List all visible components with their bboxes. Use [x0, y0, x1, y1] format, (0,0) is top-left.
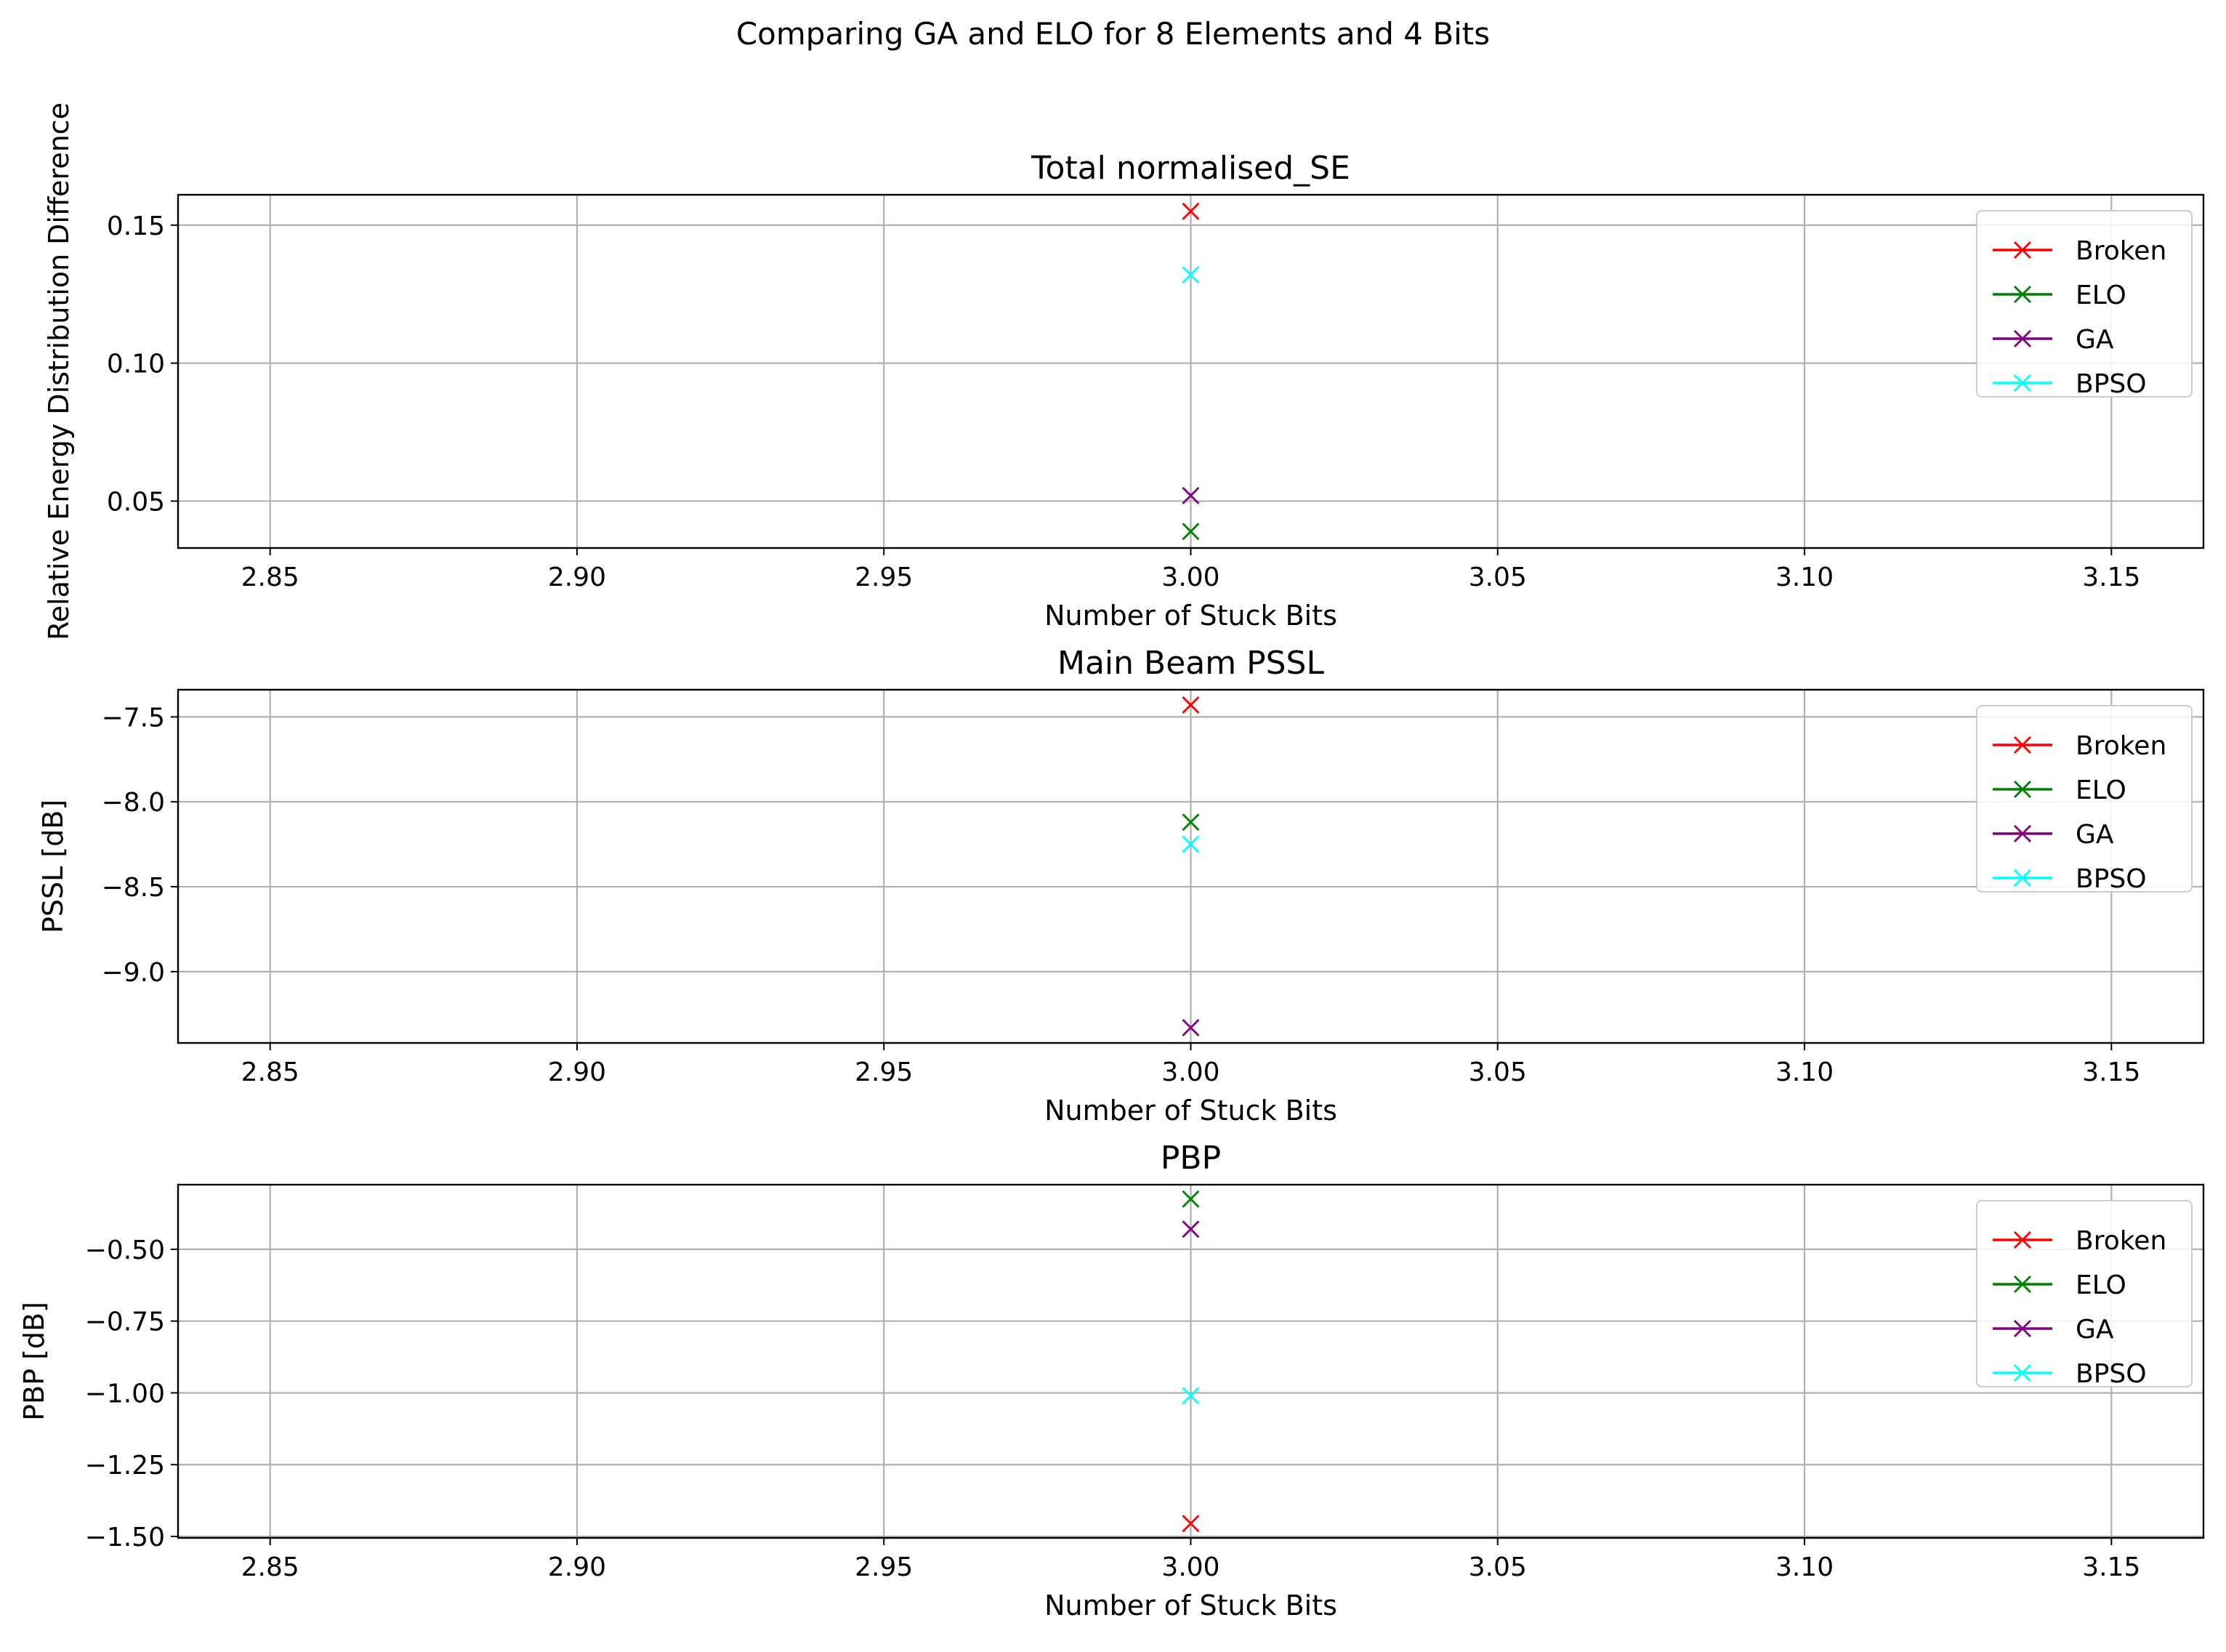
x-tick-label: 3.10	[1775, 1552, 1834, 1582]
x-tick-label: 3.05	[1469, 1552, 1527, 1582]
legend-marker	[2014, 825, 2031, 842]
x-tick-label: 2.95	[855, 1057, 913, 1087]
y-tick-label: −1.00	[85, 1379, 165, 1409]
y-tick-label: 0.05	[107, 487, 165, 517]
legend-label: Broken	[2076, 1226, 2166, 1256]
chart-panel-3: 2.85 2.90 2.95 3.00 3.05 3.10 3.15 −0.50 −0.75 −1…	[18, 1140, 2205, 1621]
x-tick-label: 3.15	[2082, 1552, 2140, 1582]
data-point-ga	[1182, 1220, 1200, 1238]
x-axis-label: Number of Stuck Bits	[1044, 1095, 1337, 1127]
y-tick-label: −8.5	[102, 873, 165, 903]
chart-legend: Broken ELO GA BPSO	[1976, 210, 2193, 399]
y-tick-label: −7.5	[102, 703, 165, 733]
x-tick-label: 3.00	[1161, 1057, 1219, 1087]
legend-item-bpso: BPSO	[1993, 1359, 2147, 1389]
legend-item-ga: GA	[1993, 820, 2114, 850]
legend-item-ga: GA	[1993, 1315, 2114, 1345]
chart-title: PBP	[1161, 1140, 1221, 1177]
legend-marker	[2014, 869, 2031, 887]
legend-item-bpso: BPSO	[1993, 369, 2147, 399]
data-point-broken	[1182, 1515, 1200, 1533]
legend-label: GA	[2076, 820, 2114, 850]
legend-item-bpso: BPSO	[1993, 864, 2147, 894]
x-tick-label: 3.10	[1775, 1057, 1834, 1087]
legend-marker	[2014, 374, 2031, 392]
legend-label: ELO	[2076, 281, 2126, 310]
legend-marker	[2014, 736, 2031, 754]
data-point-broken	[1182, 696, 1200, 714]
data-point-bpso	[1182, 1387, 1200, 1405]
y-axis-label: PSSL [dB]	[37, 799, 69, 933]
chart-title: Total normalised_SE	[1031, 150, 1350, 187]
data-point-elo	[1182, 523, 1200, 541]
x-tick-label: 2.95	[855, 1552, 913, 1582]
legend-label: ELO	[2076, 1270, 2126, 1300]
x-tick-label: 2.85	[241, 1057, 299, 1087]
chart-legend: Broken ELO GA BPSO	[1976, 705, 2193, 894]
legend-label: BPSO	[2076, 1359, 2147, 1389]
legend-marker	[2014, 330, 2031, 347]
chart-legend: Broken ELO GA BPSO	[1976, 1200, 2193, 1389]
legend-item-elo: ELO	[1993, 775, 2126, 805]
x-tick-label: 3.15	[2082, 1057, 2140, 1087]
y-tick-label: −1.50	[85, 1523, 165, 1552]
y-tick-label: −9.0	[102, 958, 165, 988]
data-point-ga	[1182, 486, 1200, 504]
x-tick-label: 3.05	[1469, 563, 1527, 592]
y-axis-label: PBP [dB]	[18, 1302, 50, 1421]
data-point-elo	[1182, 1190, 1200, 1208]
legend-label: GA	[2076, 1315, 2114, 1345]
y-tick-label: −1.25	[85, 1451, 165, 1480]
y-axis-label: Relative Energy Distribution Difference	[43, 102, 75, 640]
legend-label: BPSO	[2076, 864, 2147, 894]
legend-marker	[2014, 1320, 2031, 1337]
y-tick-label: −0.75	[85, 1308, 165, 1337]
legend-marker	[2014, 286, 2031, 303]
x-tick-label: 3.15	[2082, 563, 2140, 592]
x-tick-label: 2.90	[548, 563, 606, 592]
x-axis-label: Number of Stuck Bits	[1044, 1589, 1337, 1621]
x-tick-label: 3.00	[1161, 1552, 1219, 1582]
x-tick-label: 3.10	[1775, 563, 1834, 592]
legend-label: ELO	[2076, 775, 2126, 805]
y-tick-label: −0.50	[85, 1236, 165, 1265]
legend-item-broken: Broken	[1993, 236, 2166, 266]
x-axis-label: Number of Stuck Bits	[1044, 600, 1337, 632]
x-tick-label: 3.05	[1469, 1057, 1527, 1087]
chart-panel-2: 2.85 2.90 2.95 3.00 3.05 3.10 3.15 −7.5 −8.0 −8.5…	[37, 645, 2205, 1127]
figure-suptitle: Comparing GA and ELO for 8 Elements and …	[735, 16, 1491, 52]
legend-label: GA	[2076, 325, 2114, 355]
legend-marker	[2014, 1231, 2031, 1249]
legend-label: Broken	[2076, 236, 2166, 266]
legend-item-elo: ELO	[1993, 1270, 2126, 1300]
data-point-bpso	[1182, 835, 1200, 853]
data-point-ga	[1182, 1018, 1200, 1036]
x-tick-label: 2.90	[548, 1057, 606, 1087]
legend-item-elo: ELO	[1993, 281, 2126, 310]
legend-marker	[2014, 241, 2031, 259]
y-tick-label: 0.15	[107, 211, 165, 241]
x-tick-label: 2.85	[241, 563, 299, 592]
legend-marker	[2014, 1364, 2031, 1382]
legend-label: BPSO	[2076, 369, 2147, 399]
legend-marker	[2014, 1276, 2031, 1293]
legend-label: Broken	[2076, 731, 2166, 761]
x-tick-label: 2.85	[241, 1552, 299, 1582]
legend-marker	[2014, 781, 2031, 798]
y-tick-label: 0.10	[107, 350, 165, 379]
data-point-elo	[1182, 813, 1200, 831]
legend-item-broken: Broken	[1993, 731, 2166, 761]
data-point-broken	[1182, 202, 1200, 220]
x-tick-label: 2.95	[855, 563, 913, 592]
chart-panel-1: 2.85 2.90 2.95 3.00 3.05 3.10 3.15 0.05 0.10 0.15…	[43, 102, 2205, 640]
data-point-bpso	[1182, 266, 1200, 284]
x-tick-label: 3.00	[1161, 563, 1219, 592]
legend-item-broken: Broken	[1993, 1226, 2166, 1256]
legend-item-ga: GA	[1993, 325, 2114, 355]
y-tick-label: −8.0	[102, 788, 165, 818]
chart-title: Main Beam PSSL	[1057, 645, 1324, 682]
x-tick-label: 2.90	[548, 1552, 606, 1582]
